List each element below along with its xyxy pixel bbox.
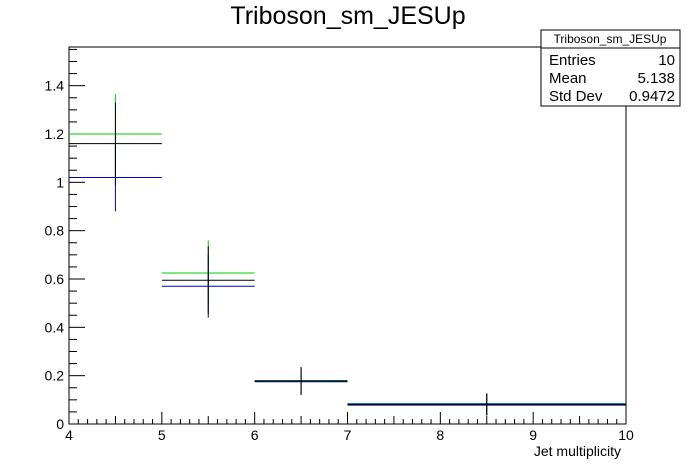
data-layer [69, 94, 626, 416]
stats-stddev-value: 0.9472 [629, 88, 675, 105]
stats-entries-label: Entries [549, 52, 596, 69]
x-tick-label: 7 [344, 427, 352, 443]
y-tick-label: 1.2 [45, 126, 65, 142]
y-tick-label: 0 [56, 416, 64, 432]
y-tick-label: 0.4 [45, 319, 65, 335]
y-tick-label: 0.2 [45, 368, 65, 384]
x-tick-label: 10 [618, 427, 634, 443]
y-tick-label: 0.8 [45, 223, 65, 239]
x-tick-label: 6 [251, 427, 259, 443]
y-tick-label: 1 [56, 174, 64, 190]
y-tick-label: 0.6 [45, 271, 65, 287]
x-tick-label: 5 [158, 427, 166, 443]
x-axis: 4 5 6 7 8 9 10 [65, 412, 634, 443]
stats-box-frame [540, 29, 681, 107]
x-tick-label: 4 [65, 427, 73, 443]
data-series-0 [69, 94, 626, 416]
stats-box: Triboson_sm_JESUp Entries 10 Mean 5.138 … [540, 29, 681, 107]
y-axis: 0 0.2 0.4 0.6 0.8 1 1.2 1.4 [45, 48, 85, 432]
y-tick-label: 1.4 [45, 78, 65, 94]
stats-mean-value: 5.138 [637, 70, 675, 87]
stats-mean-label: Mean [549, 70, 587, 87]
data-series-2 [69, 102, 626, 416]
x-axis-title: Jet multiplicity [534, 443, 621, 459]
stats-entries-value: 10 [658, 52, 675, 69]
x-tick-label: 8 [436, 427, 444, 443]
stats-stddev-label: Std Dev [549, 88, 603, 105]
data-series-1 [69, 143, 626, 416]
chart-title: Triboson_sm_JESUp [230, 2, 465, 30]
stats-box-title: Triboson_sm_JESUp [554, 32, 667, 46]
x-tick-label: 9 [529, 427, 537, 443]
